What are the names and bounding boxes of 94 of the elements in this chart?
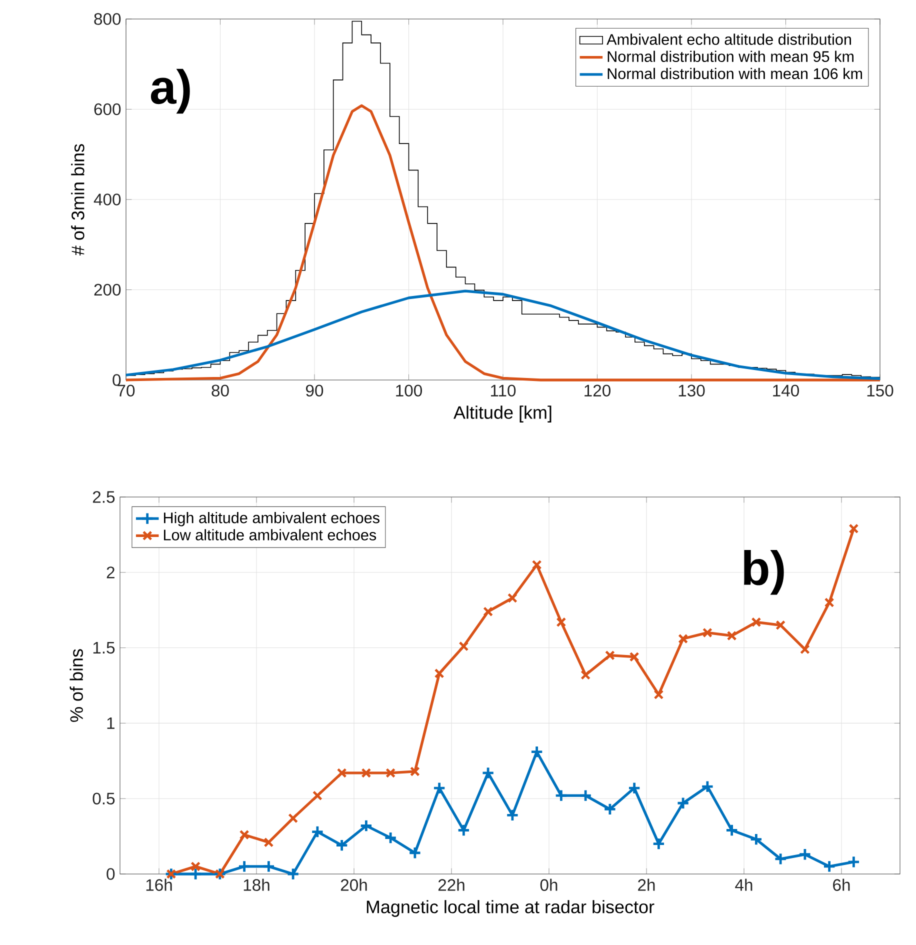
point [532,560,542,570]
x-tick-label: 4h [735,878,752,891]
point [579,789,592,802]
x-tick-label: 120 [584,384,610,397]
point [822,860,836,873]
annotation: a) [150,68,190,114]
point [700,780,714,794]
point [239,830,250,840]
legend-label: Normal distribution with mean 106 km [608,68,862,80]
point [702,628,712,638]
x-tick-label: 0h [540,878,558,891]
point [652,837,666,850]
point [751,617,762,628]
legend-label: Normal distribution with mean 95 km [608,50,854,62]
point [676,796,690,810]
point [726,630,737,641]
point [750,832,763,846]
point [335,838,348,852]
point [288,813,298,824]
point [482,766,495,780]
point [824,598,834,608]
line-series [124,290,882,380]
point [410,766,420,776]
point [530,745,544,758]
point [386,768,396,778]
point [262,860,276,873]
point [847,855,860,868]
point [190,861,201,872]
point [483,606,494,617]
x-tick-label: 100 [396,384,422,397]
point [800,644,810,654]
y-tick-label: 2 [106,566,114,578]
x-tick-label: 150 [867,384,894,397]
point [798,848,812,861]
point [286,867,300,881]
point [776,620,786,630]
point [408,846,422,860]
point [848,524,859,534]
y-tick-label: 400 [94,194,121,206]
point [678,634,688,644]
y-tick-label: 800 [94,13,121,25]
point [580,670,591,680]
x-tick-label: 20h [340,878,367,891]
x-axis-title: Magnetic local time at radar bisector [366,900,654,917]
point [384,831,398,844]
point [310,825,324,838]
annotation: b) [744,550,784,595]
point [264,837,274,848]
y-axis-title: # of 3min bins [71,144,84,256]
x-tick-label: 2h [638,878,655,891]
x-axis-title: Altitude [km] [454,406,552,422]
point [189,867,202,881]
point [312,790,322,801]
x-tick-label: 90 [306,384,324,397]
point [360,819,373,832]
x-tick-label: 6h [833,878,850,891]
y-axis-title: % of bins [70,649,83,722]
point [556,617,566,628]
y-tick-label: 0 [112,374,121,386]
point [603,802,616,816]
y-tick-label: 600 [94,103,121,116]
y-tick-label: 2.5 [92,491,115,503]
x-tick-label: 70 [118,384,135,397]
y-tick-label: 0.5 [92,792,115,804]
x-tick-label: 80 [212,384,229,397]
x-tick-label: 140 [773,384,799,397]
legend-label: Ambivalent echo altitude distribution [606,34,851,45]
y-tick-label: 1 [107,717,114,729]
y-tick-label: 0 [106,868,115,880]
point [604,650,615,660]
point [725,824,738,837]
point [506,808,519,822]
point [507,593,518,603]
point [238,860,251,873]
point [457,824,470,837]
legend-label: High altitude ambivalent echoes [164,512,380,526]
point [336,768,347,778]
point [458,641,469,652]
point [628,782,641,795]
legend-label: Low altitude ambivalent echoes [164,529,376,540]
y-tick-label: 200 [94,284,121,296]
point [654,690,664,700]
point [554,789,568,802]
x-tick-label: 18h [244,878,270,891]
x-tick-label: 110 [490,384,516,397]
point [432,782,446,795]
x-tick-label: 130 [678,384,705,397]
point [434,668,444,678]
x-tick-label: 16h [146,878,172,891]
point [629,652,640,662]
x-tick-label: 22h [438,878,464,891]
y-tick-label: 1.5 [93,642,115,654]
point [361,768,372,778]
point [774,852,788,866]
